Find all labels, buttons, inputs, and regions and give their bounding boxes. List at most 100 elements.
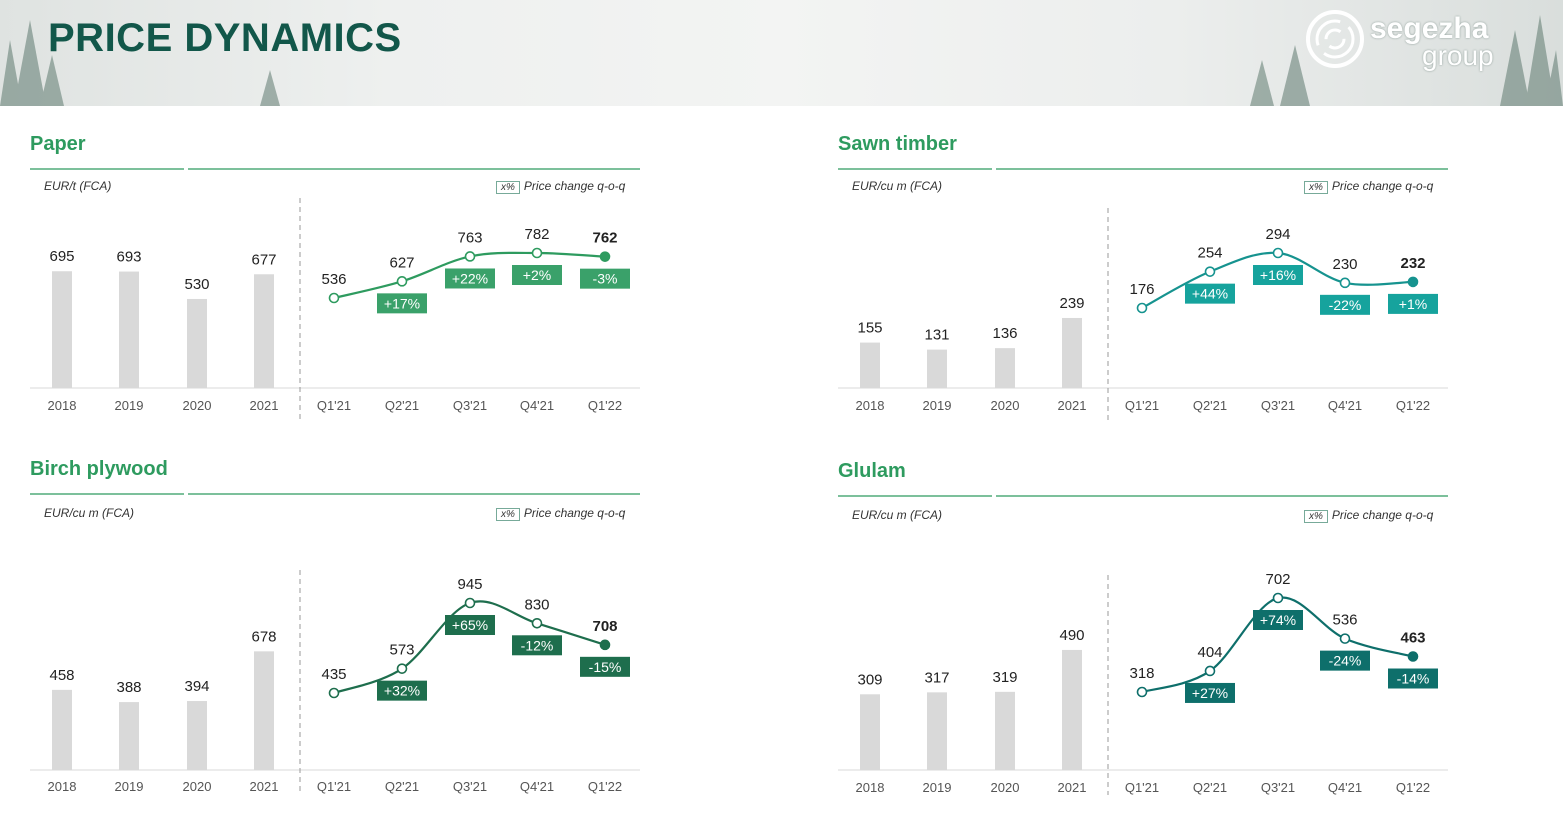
header-banner: PRICE DYNAMICS segezha group: [0, 0, 1563, 106]
bar-2018: [52, 271, 72, 388]
bar-value-label: 136: [992, 325, 1017, 342]
x-tick-label: Q2'21: [1193, 780, 1227, 795]
x-tick-label: 2018: [856, 398, 885, 413]
change-badge-label: +44%: [1192, 286, 1228, 302]
line-point-q4-21: [531, 247, 543, 259]
change-badge: [580, 656, 630, 677]
bar-value-label: 677: [251, 251, 276, 268]
x-tick-label: Q3'21: [1261, 780, 1295, 795]
line-value-label: 232: [1400, 255, 1425, 272]
change-badge-label: +1%: [1399, 296, 1427, 312]
change-badge-label: -12%: [521, 637, 554, 653]
bar-2021: [254, 274, 274, 388]
x-tick-label: Q1'22: [588, 398, 622, 413]
unit-label: EUR/cu m (FCA): [44, 506, 134, 520]
line-value-label: 702: [1265, 571, 1290, 588]
x-tick-label: Q3'21: [453, 398, 487, 413]
x-tick-label: Q1'21: [1125, 398, 1159, 413]
panel-title: Birch plywood: [30, 458, 168, 480]
x-tick-label: 2021: [250, 398, 279, 413]
x-tick-label: Q1'22: [1396, 398, 1430, 413]
bar-value-label: 530: [184, 276, 209, 293]
bar-value-label: 317: [924, 669, 949, 686]
x-tick-label: 2019: [115, 398, 144, 413]
legend-text: Price change q-o-q: [1331, 508, 1434, 522]
line-value-label: 463: [1400, 630, 1425, 647]
line-value-label: 230: [1332, 256, 1357, 273]
bar-2021: [254, 651, 274, 770]
change-badge-label: -24%: [1329, 653, 1362, 669]
x-tick-label: 2021: [1058, 398, 1087, 413]
line-value-label: 627: [389, 254, 414, 271]
change-badge: [1253, 265, 1303, 285]
logo-icon: [1306, 10, 1364, 68]
line-value-label: 254: [1197, 245, 1222, 262]
segezha-logo: segezha group: [1300, 6, 1500, 76]
bar-2020: [995, 348, 1015, 388]
x-tick-label: Q4'21: [1328, 398, 1362, 413]
x-tick-label: Q4'21: [520, 398, 554, 413]
panel-title: Glulam: [838, 460, 906, 482]
legend-box: x%: [1304, 181, 1328, 194]
x-tick-label: Q2'21: [385, 779, 419, 794]
x-tick-label: Q1'21: [317, 779, 351, 794]
change-badge: [377, 293, 427, 314]
line-value-label: 294: [1265, 226, 1290, 243]
change-badge: [377, 680, 427, 701]
bar-value-label: 155: [857, 320, 882, 337]
change-badge-label: +17%: [384, 295, 420, 311]
change-badge: [1388, 668, 1438, 689]
bar-2021: [1062, 317, 1082, 388]
legend-box: x%: [1304, 510, 1328, 523]
legend: x% Price change q-o-q: [1304, 508, 1433, 523]
line-point-q4-21: [531, 617, 543, 629]
x-tick-label: 2021: [250, 779, 279, 794]
line-value-label: 536: [1332, 612, 1357, 629]
change-badge-label: +65%: [452, 617, 488, 633]
unit-label: EUR/cu m (FCA): [852, 179, 942, 193]
x-tick-label: Q1'21: [317, 398, 351, 413]
bar-2020: [995, 691, 1015, 770]
bar-2019: [119, 702, 139, 770]
line-point-q2-21: [1204, 665, 1216, 677]
x-tick-label: 2020: [183, 779, 212, 794]
change-badge: [1320, 294, 1370, 315]
x-tick-label: 2021: [1058, 780, 1087, 795]
x-tick-label: 2019: [923, 780, 952, 795]
bar-value-label: 678: [251, 628, 276, 645]
chart-svg: 309 2018 317 2019 319 2020 490 2021 318 Q1'21 404 Q…: [838, 495, 1448, 795]
change-badge: [1185, 682, 1235, 703]
sawn-timber-chart: Sawn timber EUR/cu m (FCA) x% Price change …: [838, 133, 1458, 463]
logo-word-segezha: segezha: [1370, 12, 1489, 45]
line-point-q1-21: [328, 687, 340, 699]
line-point-q3-21: [464, 597, 476, 609]
legend-box: x%: [496, 181, 520, 194]
bar-2019: [927, 349, 947, 388]
bar-value-label: 695: [49, 248, 74, 265]
x-tick-label: Q4'21: [1328, 780, 1362, 795]
line-value-label: 945: [457, 576, 482, 593]
line-value-label: 763: [457, 229, 482, 246]
line-value-label: 782: [524, 226, 549, 243]
line-point-q2-21: [396, 663, 408, 674]
logo-word-group: group: [1422, 40, 1494, 71]
line-point-q1-22: [1407, 276, 1419, 288]
x-tick-label: Q3'21: [453, 779, 487, 794]
change-badge: [445, 268, 495, 289]
change-badge-label: -3%: [593, 271, 618, 287]
legend-text: Price change q-o-q: [523, 506, 626, 520]
bar-value-label: 693: [116, 249, 141, 266]
line-point-q1-21: [1136, 302, 1148, 314]
line-point-q1-21: [1136, 686, 1148, 698]
bar-2019: [119, 271, 139, 388]
bar-2020: [187, 298, 207, 388]
unit-label: EUR/cu m (FCA): [852, 508, 942, 522]
bar-value-label: 239: [1059, 295, 1084, 312]
line-value-label: 318: [1129, 665, 1154, 682]
x-tick-label: Q2'21: [385, 398, 419, 413]
panel-title: Paper: [30, 133, 86, 155]
line-point-q1-22: [599, 639, 611, 651]
change-badge-label: +74%: [1260, 612, 1296, 628]
chart-svg: 458 2018 388 2019 394 2020 678 2021 435 Q1'21 573 Q…: [30, 493, 640, 794]
legend-box: x%: [496, 508, 520, 521]
